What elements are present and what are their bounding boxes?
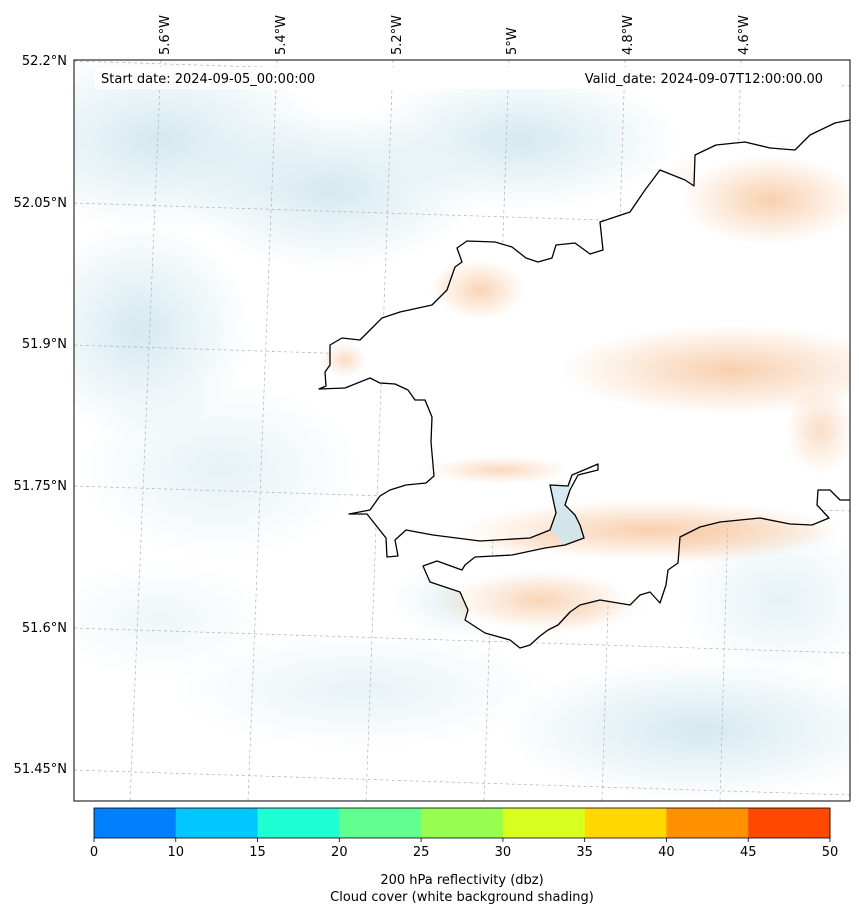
lon-label: 5.2°W (390, 15, 405, 55)
lon-label: 4.8°W (621, 15, 636, 55)
colorbar-segment (175, 808, 259, 838)
lat-label: 51.75°N (14, 479, 67, 494)
longitude-labels: 5.6°W 5.4°W 5.2°W 5°W 4.8°W 4.6°W (158, 15, 752, 55)
colorbar-tick-label: 50 (822, 845, 839, 860)
colorbar-frame (93, 807, 831, 839)
colorbar-segment (584, 808, 667, 838)
coastline (318, 119, 850, 649)
colorbar-tick-label: 20 (331, 845, 348, 860)
colorbar-segment (502, 808, 586, 838)
colorbar-tick-label: 10 (168, 845, 185, 860)
colorbar-tick-label: 40 (658, 845, 675, 860)
colorbar-segment (748, 808, 831, 838)
colorbar-tick-label: 30 (495, 845, 512, 860)
colorbar-tick-label: 35 (576, 845, 593, 860)
lat-label: 51.45°N (14, 762, 67, 777)
colorbar-label-line1: 200 hPa reflectivity (dbz) (380, 873, 543, 888)
colorbar-segment (94, 808, 177, 838)
colorbar-tick-label: 0 (90, 845, 98, 860)
colorbar-segment (666, 808, 749, 838)
map-frame (73, 59, 851, 802)
lat-label: 51.6°N (22, 621, 67, 636)
colorbar-tick-label: 25 (413, 845, 430, 860)
latitude-labels: 52.2°N 52.05°N 51.9°N 51.75°N 51.6°N 51.… (14, 54, 67, 777)
colorbar-tick-label: 45 (740, 845, 757, 860)
colorbar-tick-label: 15 (249, 845, 266, 860)
lon-label: 5.4°W (274, 15, 289, 55)
colorbar-segment (339, 808, 422, 838)
lat-label: 52.2°N (22, 54, 67, 69)
lat-label: 52.05°N (14, 196, 67, 211)
lat-label: 51.9°N (22, 337, 67, 352)
info-box (95, 67, 840, 89)
colorbar-label-line2: Cloud cover (white background shading) (330, 890, 594, 905)
colorbar: 0 10 15 20 25 30 35 40 45 50 200 hPa reflectivity… (90, 807, 839, 905)
lon-label: 4.6°W (737, 15, 752, 55)
lon-label: 5°W (505, 27, 520, 55)
gridlines (74, 60, 850, 801)
cloud-cover-shading (74, 60, 850, 800)
start-date-label: Start date: 2024-09-05_00:00:00 (101, 72, 315, 87)
colorbar-segment (257, 808, 340, 838)
valid-date-label: Valid_date: 2024-09-07T12:00:00.00 (585, 72, 823, 87)
lon-label: 5.6°W (158, 15, 173, 55)
colorbar-segment (421, 808, 504, 838)
